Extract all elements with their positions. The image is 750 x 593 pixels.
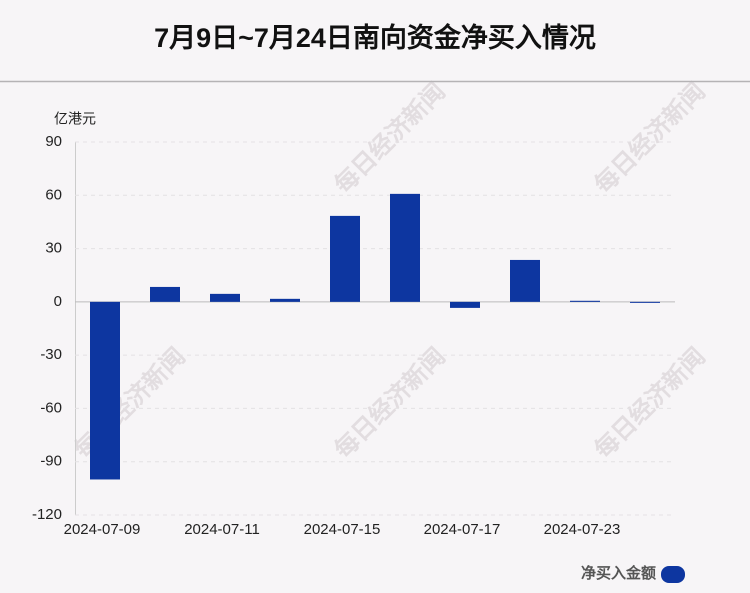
y-tick-label: -30 <box>40 346 62 363</box>
bar <box>210 293 240 302</box>
bar <box>270 298 300 302</box>
y-tick-label: 30 <box>45 240 62 257</box>
y-tick-label: 90 <box>45 133 62 150</box>
bar <box>510 259 540 302</box>
legend-swatch <box>661 566 685 583</box>
x-tick-label: 2024-07-23 <box>544 521 621 538</box>
y-tick-label: 60 <box>45 186 62 203</box>
bar <box>90 301 120 480</box>
bar <box>330 215 360 302</box>
bar <box>570 300 600 302</box>
y-tick-label: -60 <box>40 399 62 416</box>
y-tick-label: 0 <box>54 293 62 310</box>
y-axis-label: 亿港元 <box>54 111 96 127</box>
bar <box>450 301 480 308</box>
chart-title: 7月9日~7月24日南向资金净买入情况 <box>154 22 596 53</box>
bar <box>390 193 420 302</box>
legend-label: 净买入金额 <box>581 564 656 582</box>
y-tick-label: -90 <box>40 453 62 470</box>
x-tick-label: 2024-07-09 <box>64 521 141 538</box>
bar <box>150 286 180 302</box>
x-tick-label: 2024-07-17 <box>424 521 501 538</box>
x-tick-label: 2024-07-15 <box>304 521 381 538</box>
x-tick-label: 2024-07-11 <box>184 521 260 538</box>
bar <box>630 301 660 303</box>
y-tick-label: -120 <box>32 506 62 523</box>
